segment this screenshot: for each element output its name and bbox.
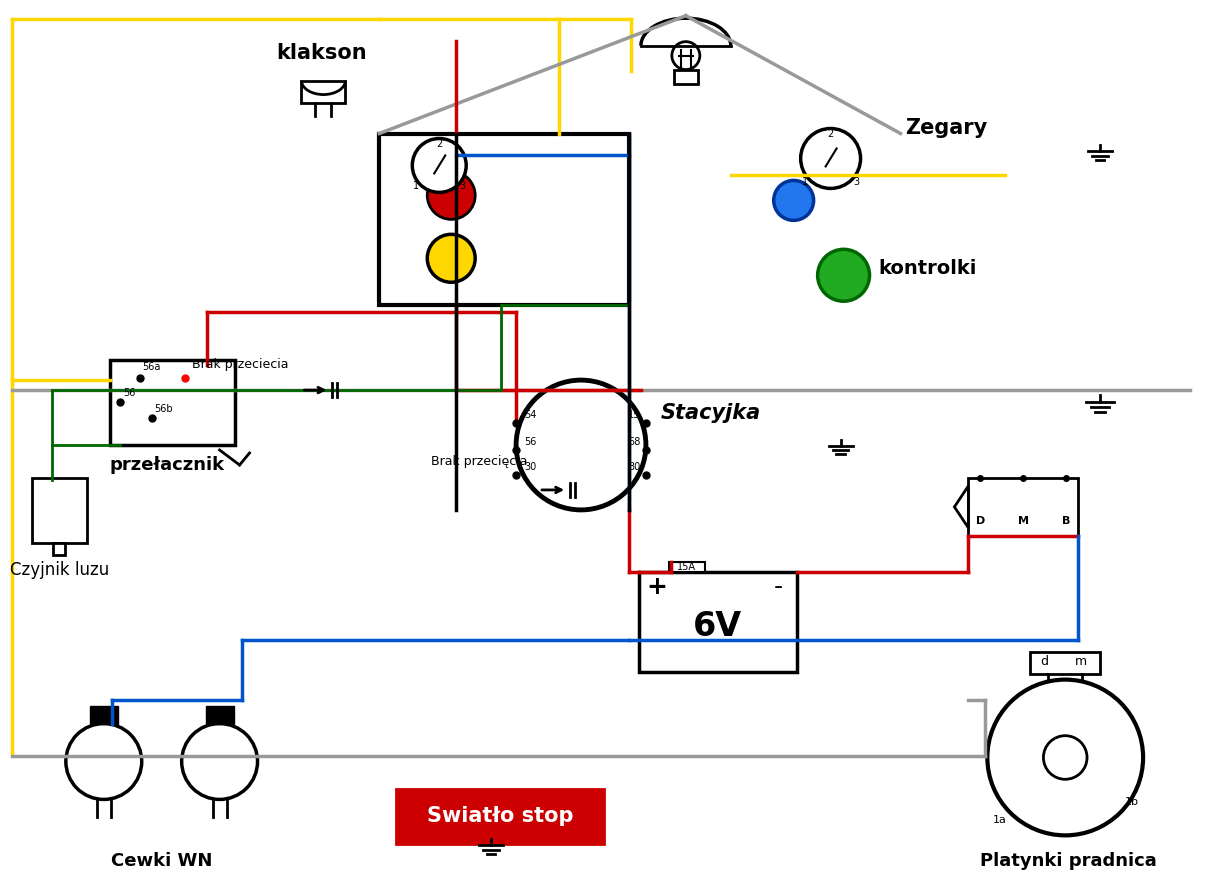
Text: Czyjnik luzu: Czyjnik luzu <box>10 561 110 579</box>
Text: Zegary: Zegary <box>906 118 988 137</box>
Text: 3: 3 <box>459 182 466 191</box>
Text: +: + <box>646 575 667 599</box>
Circle shape <box>412 138 467 192</box>
Text: 30: 30 <box>525 462 537 472</box>
Text: Cewki WN: Cewki WN <box>111 852 212 870</box>
Bar <box>380 134 630 305</box>
Text: M: M <box>1018 516 1029 526</box>
Text: m: m <box>1076 655 1088 668</box>
Text: 15: 15 <box>628 410 640 420</box>
Bar <box>674 70 698 83</box>
Text: Swiatło stop: Swiatło stop <box>427 806 573 827</box>
Circle shape <box>182 724 258 799</box>
Text: 56: 56 <box>525 437 537 447</box>
Bar <box>31 478 87 543</box>
Bar <box>89 705 118 724</box>
Circle shape <box>672 42 699 70</box>
Text: 1: 1 <box>414 182 420 191</box>
Text: przełacznik: przełacznik <box>109 456 224 474</box>
Text: 58: 58 <box>628 437 640 447</box>
Text: 1b: 1b <box>1125 797 1140 807</box>
Bar <box>205 705 234 724</box>
Bar <box>53 543 65 555</box>
Polygon shape <box>954 486 968 528</box>
Bar <box>639 571 797 672</box>
Text: 3: 3 <box>854 177 860 188</box>
Circle shape <box>1043 735 1087 780</box>
Text: 56: 56 <box>123 388 135 398</box>
Bar <box>397 789 604 844</box>
Text: 1: 1 <box>802 177 808 188</box>
Text: 2: 2 <box>827 129 833 139</box>
Text: kontrolki: kontrolki <box>878 259 977 278</box>
Bar <box>1030 652 1100 673</box>
Text: Brak przeciecia: Brak przeciecia <box>192 358 288 371</box>
Text: Stacyjka: Stacyjka <box>661 403 761 423</box>
Text: 6V: 6V <box>693 610 743 643</box>
Text: 15A: 15A <box>678 562 696 571</box>
Text: Platynki pradnica: Platynki pradnica <box>979 852 1157 870</box>
Text: 56b: 56b <box>153 404 172 414</box>
Text: 54: 54 <box>525 410 537 420</box>
Text: d: d <box>1041 655 1048 668</box>
Circle shape <box>427 234 475 283</box>
Circle shape <box>66 724 142 799</box>
Circle shape <box>988 680 1143 835</box>
Circle shape <box>818 249 870 301</box>
Text: D: D <box>976 516 985 526</box>
Circle shape <box>774 181 814 221</box>
Text: 1a: 1a <box>993 815 1006 826</box>
Text: Brak przecięcia: Brak przecięcia <box>432 455 528 468</box>
Bar <box>968 478 1078 536</box>
Circle shape <box>516 380 646 509</box>
Bar <box>302 81 345 103</box>
Text: 2: 2 <box>437 139 443 150</box>
Text: klakson: klakson <box>276 43 367 63</box>
Circle shape <box>427 171 475 220</box>
Bar <box>110 360 235 445</box>
Text: 30: 30 <box>628 462 640 472</box>
Circle shape <box>801 128 861 189</box>
Text: 56a: 56a <box>142 362 160 372</box>
Bar <box>669 562 704 571</box>
Text: B: B <box>1062 516 1071 526</box>
Text: -: - <box>774 575 783 599</box>
